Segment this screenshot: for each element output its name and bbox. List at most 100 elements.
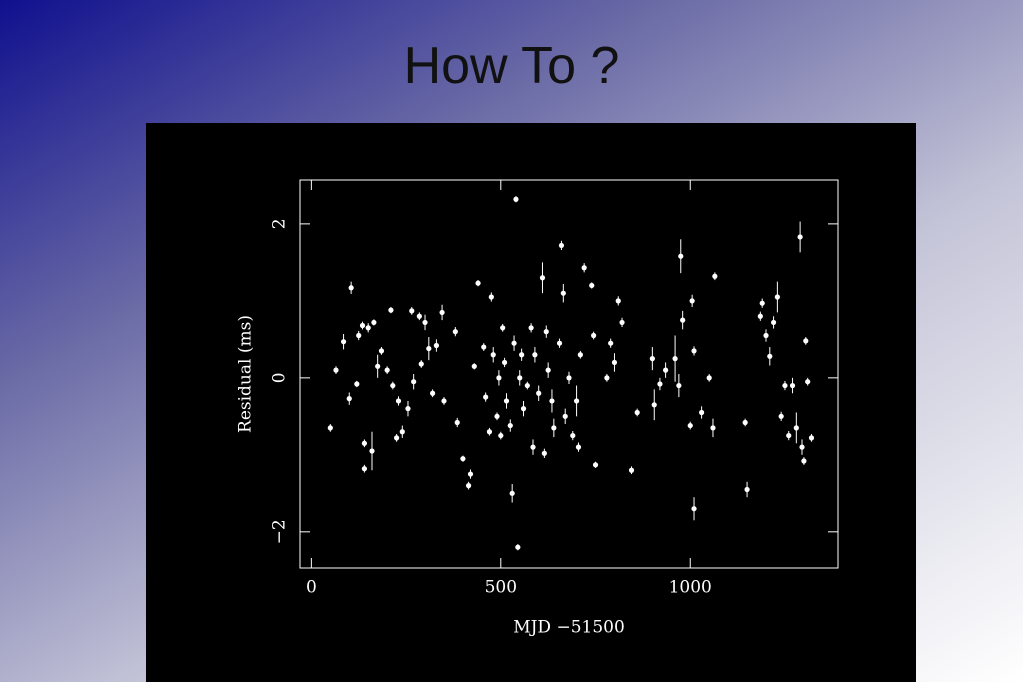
data-point	[490, 352, 496, 358]
data-point	[441, 398, 447, 404]
data-point	[782, 382, 788, 389]
data-point	[757, 313, 763, 319]
data-point	[541, 450, 547, 456]
data-point	[611, 359, 618, 366]
data-point	[511, 340, 517, 346]
data-point	[786, 432, 792, 439]
data-point	[577, 352, 583, 358]
data-point	[657, 381, 663, 387]
data-point	[394, 435, 400, 441]
data-point	[803, 338, 809, 344]
data-point	[680, 317, 686, 323]
data-point	[558, 242, 565, 249]
data-point	[767, 353, 773, 359]
data-point	[327, 425, 333, 431]
data-point	[388, 307, 394, 313]
data-point	[524, 382, 530, 389]
data-point	[805, 379, 811, 385]
data-point	[519, 352, 525, 358]
data-point	[494, 413, 500, 419]
data-point	[390, 382, 396, 389]
data-point	[340, 339, 347, 345]
data-point	[691, 348, 697, 354]
x-tick-label: 0	[306, 578, 317, 598]
data-point	[532, 352, 538, 358]
data-point	[566, 375, 572, 381]
data-point	[384, 367, 390, 373]
data-point	[551, 425, 557, 431]
data-point	[706, 375, 712, 381]
data-point	[570, 432, 576, 439]
data-point	[575, 444, 582, 450]
data-point	[507, 422, 513, 429]
data-point	[778, 413, 784, 419]
data-point	[573, 398, 580, 404]
data-point	[430, 390, 436, 396]
data-point	[678, 253, 684, 259]
data-point	[513, 196, 519, 202]
data-point	[591, 332, 597, 339]
data-point	[439, 309, 445, 316]
data-point	[744, 486, 750, 493]
data-point	[418, 361, 424, 367]
data-point	[422, 319, 428, 326]
y-tick-label: 0	[270, 372, 290, 383]
data-point	[361, 466, 368, 472]
data-point	[348, 285, 354, 291]
data-point	[501, 359, 508, 366]
data-point	[359, 322, 366, 329]
data-point	[797, 234, 803, 240]
data-point	[465, 483, 472, 489]
data-point	[426, 345, 432, 352]
data-point	[365, 325, 371, 331]
data-point	[676, 382, 682, 389]
data-point	[515, 544, 521, 550]
data-point	[486, 429, 493, 435]
data-point	[354, 381, 360, 387]
data-point	[483, 394, 489, 400]
data-point	[789, 382, 796, 389]
data-point	[691, 506, 697, 512]
data-point	[411, 379, 417, 385]
data-point	[763, 332, 769, 339]
data-point	[699, 409, 705, 416]
data-point	[333, 367, 339, 373]
data-point	[481, 344, 487, 350]
data-point	[536, 390, 542, 396]
data-point	[672, 356, 678, 362]
data-point	[528, 325, 534, 331]
data-point	[589, 282, 595, 289]
data-point	[475, 280, 481, 286]
data-point	[509, 490, 515, 496]
data-point	[520, 406, 527, 412]
data-point	[710, 425, 716, 431]
data-point	[405, 406, 411, 412]
data-point	[615, 298, 621, 304]
data-point	[433, 342, 439, 349]
data-point	[628, 467, 635, 473]
data-point	[634, 409, 640, 416]
data-point	[604, 375, 610, 381]
data-point	[452, 329, 458, 335]
data-point	[399, 429, 405, 435]
data-point	[543, 329, 549, 335]
x-axis-label: MJD −51500	[513, 618, 625, 638]
data-point	[460, 456, 466, 462]
data-point	[687, 422, 693, 429]
data-point	[793, 425, 799, 431]
data-point	[619, 319, 625, 326]
data-point	[651, 402, 657, 408]
data-point	[488, 294, 494, 300]
data-point	[742, 419, 748, 426]
data-point	[545, 367, 551, 373]
data-point	[801, 458, 807, 464]
data-point	[500, 325, 506, 331]
data-point	[498, 432, 504, 439]
data-point	[808, 435, 815, 441]
data-point	[712, 273, 718, 279]
data-point	[539, 275, 546, 281]
chart: MJD −51500 Residual (ms) 0 500 1000 −2 0 2	[146, 123, 916, 682]
data-point	[471, 363, 477, 369]
data-point	[549, 398, 555, 404]
